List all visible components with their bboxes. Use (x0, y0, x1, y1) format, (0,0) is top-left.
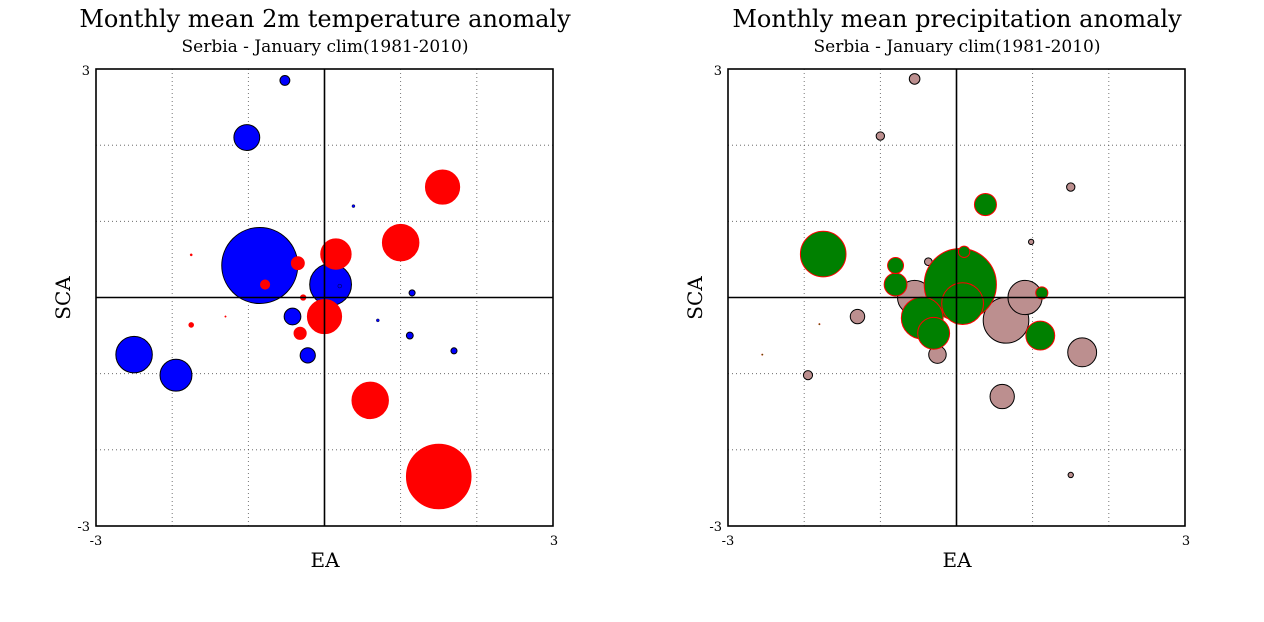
wet-anomaly-bubble (818, 323, 821, 326)
wet-anomaly-bubble (1025, 320, 1056, 351)
negative-anomaly-bubble (309, 263, 352, 306)
positive-anomaly-bubble (405, 443, 472, 510)
negative-anomaly-bubble (408, 289, 416, 297)
y-tick-bottom: -3 (709, 520, 722, 535)
wet-anomaly-bubble (957, 245, 971, 259)
chart-title: Monthly mean 2m temperature anomaly (79, 5, 571, 33)
x-tick-left: -3 (722, 534, 735, 549)
negative-anomaly-bubble (337, 283, 342, 289)
positive-anomaly-bubble (320, 238, 352, 270)
x-tick-right: 3 (1182, 534, 1190, 549)
bubble-layer (115, 74, 472, 510)
temperature-anomaly-chart: Monthly mean 2m temperature anomaly Serb… (51, 5, 571, 572)
wet-anomaly-bubble (761, 353, 764, 356)
positive-anomaly-bubble (351, 381, 389, 420)
negative-anomaly-bubble (376, 318, 380, 323)
wet-anomaly-bubble (941, 282, 984, 325)
precipitation-anomaly-chart: Monthly mean precipitation anomaly Serbi… (683, 5, 1190, 572)
negative-anomaly-bubble (159, 358, 193, 392)
chart-subtitle: Serbia - January clim(1981-2010) (813, 37, 1100, 57)
dry-anomaly-bubble (875, 131, 886, 141)
positive-anomaly-bubble (424, 169, 461, 205)
wet-anomaly-bubble (883, 272, 908, 297)
wet-anomaly-bubble (887, 257, 905, 274)
dry-anomaly-bubble (1067, 337, 1098, 368)
chart-title: Monthly mean precipitation anomaly (732, 5, 1182, 33)
negative-anomaly-bubble (233, 124, 261, 151)
wet-anomaly-bubble (973, 193, 997, 217)
plot-frame (95, 68, 554, 527)
negative-anomaly-bubble (115, 335, 153, 374)
dry-anomaly-bubble (908, 73, 921, 85)
wet-anomaly-bubble (799, 230, 847, 278)
dry-anomaly-bubble (1027, 238, 1035, 246)
x-tick-right: 3 (550, 534, 558, 549)
y-tick-top: 3 (82, 64, 90, 79)
x-axis-label: EA (310, 548, 340, 572)
wet-anomaly-bubble (917, 316, 951, 350)
plot-frame (727, 68, 1186, 527)
dry-anomaly-bubble (989, 383, 1015, 410)
positive-anomaly-bubble (224, 315, 227, 318)
y-tick-bottom: -3 (77, 520, 90, 535)
positive-anomaly-bubble (189, 253, 193, 257)
negative-anomaly-bubble (299, 347, 316, 364)
dry-anomaly-bubble (1066, 182, 1076, 192)
chart-subtitle: Serbia - January clim(1981-2010) (181, 37, 468, 57)
axes-frame (95, 68, 554, 527)
positive-anomaly-bubble (293, 326, 307, 340)
wet-anomaly-bubble (1035, 286, 1049, 300)
positive-anomaly-bubble (188, 322, 194, 328)
negative-anomaly-bubble (351, 204, 356, 208)
positive-anomaly-bubble (290, 256, 305, 271)
positive-anomaly-bubble (260, 279, 271, 290)
y-tick-top: 3 (714, 64, 722, 79)
x-axis-label: EA (942, 548, 972, 572)
negative-anomaly-bubble (405, 331, 414, 340)
y-axis-label: SCA (683, 276, 707, 320)
negative-anomaly-bubble (279, 74, 291, 86)
positive-anomaly-bubble (381, 223, 420, 262)
axes-frame (727, 68, 1186, 527)
dry-anomaly-bubble (1067, 471, 1074, 479)
dry-anomaly-bubble (849, 308, 866, 325)
negative-anomaly-bubble (221, 227, 299, 305)
negative-anomaly-bubble (283, 307, 302, 326)
dry-anomaly-bubble (802, 370, 814, 381)
negative-anomaly-bubble (450, 347, 458, 355)
x-tick-left: -3 (90, 534, 103, 549)
bubble-layer (761, 73, 1098, 479)
y-axis-label: SCA (51, 276, 75, 320)
